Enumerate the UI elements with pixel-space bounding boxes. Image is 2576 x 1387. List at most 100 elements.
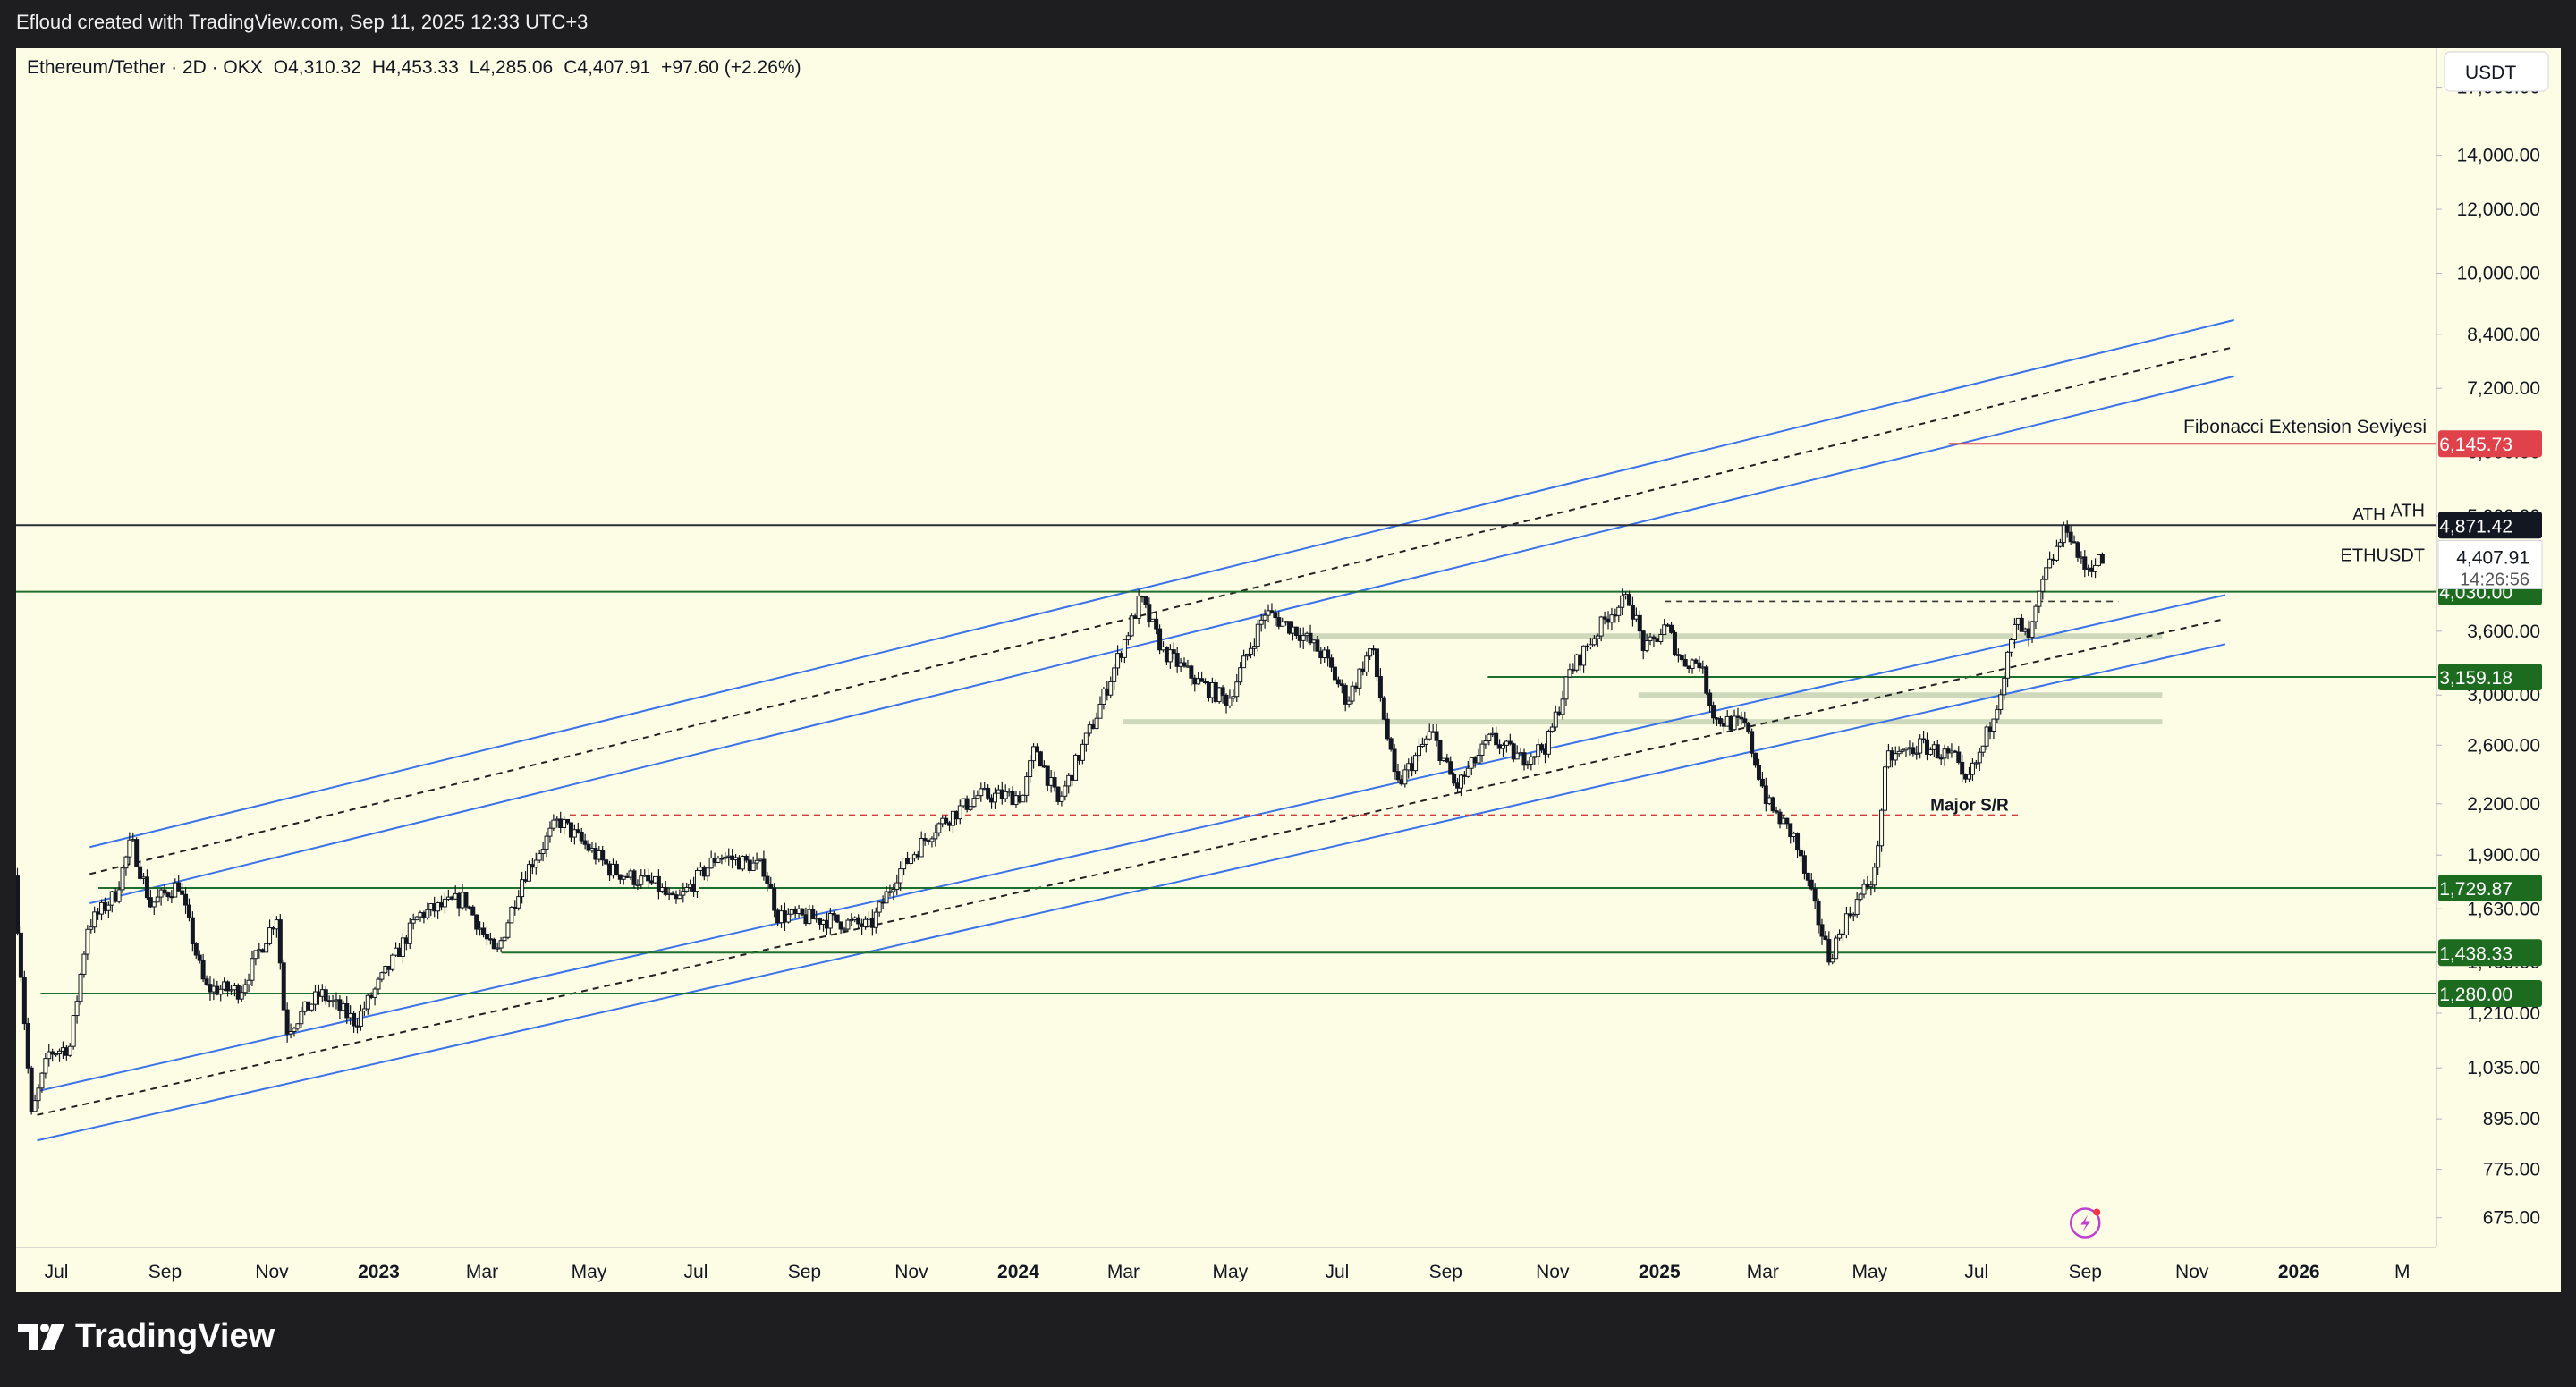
candle-body-152: [547, 827, 553, 837]
candle-body-307: [1090, 724, 1096, 730]
candle-body-177: [635, 884, 640, 886]
x-tick-16: Mar: [1747, 1262, 1779, 1282]
candle-body-405: [1434, 731, 1439, 741]
candle-body-341: [1209, 681, 1215, 698]
candle-body-528: [1865, 884, 1870, 888]
candle-body-592: [2089, 567, 2095, 572]
candle-body-435: [1539, 744, 1545, 750]
candle-body-319: [1132, 615, 1138, 619]
legend-symbol[interactable]: Ethereum/Tether · 2D · OKX: [27, 57, 263, 78]
candle-body-322: [1143, 596, 1148, 605]
candle-body-546: [1928, 748, 1933, 755]
candle-body-569: [2009, 639, 2014, 653]
candle-body-84: [309, 1003, 315, 1011]
candle-body-153: [551, 819, 556, 829]
candle-body-182: [652, 875, 657, 884]
candle-body-581: [2051, 558, 2056, 561]
y-tick-11: 3,600.00: [2467, 622, 2540, 642]
candle-body-222: [792, 909, 798, 914]
candle-body-300: [1066, 774, 1072, 787]
candle-body-503: [1777, 811, 1783, 825]
candle-body-86: [316, 991, 321, 997]
candle-body-188: [674, 894, 679, 900]
candle-body-317: [1125, 635, 1131, 640]
candle-body-432: [1529, 756, 1534, 765]
candle-body-595: [2099, 554, 2105, 564]
candle-body-310: [1101, 688, 1106, 705]
candle-body-32: [127, 839, 132, 858]
candle-body-45: [173, 882, 178, 898]
candle-body-579: [2044, 567, 2049, 580]
candle-body-291: [1034, 746, 1039, 753]
candle-body-572: [2019, 617, 2024, 632]
candle-body-270: [961, 798, 966, 807]
level-tag-5: [2438, 979, 2542, 1007]
candle-body-129: [467, 906, 472, 909]
candle-body-482: [1704, 666, 1709, 694]
candle-body-80: [295, 1023, 301, 1029]
candle-body-10: [50, 1051, 55, 1055]
candle-body-231: [824, 919, 829, 929]
candle-body-42: [162, 889, 167, 894]
y-tick-10: 3,000.00: [2467, 685, 2540, 706]
candle-body-483: [1707, 692, 1713, 706]
candle-body-141: [509, 906, 514, 924]
candle-body-426: [1507, 740, 1513, 745]
candle-body-382: [1353, 685, 1359, 689]
candle-body-223: [796, 908, 801, 914]
candle-body-408: [1445, 757, 1450, 763]
candle-body-25: [102, 901, 107, 911]
legend-open: O4,310.32: [273, 57, 361, 78]
candle-body-11: [54, 1053, 59, 1056]
candle-body-20: [85, 928, 90, 955]
candle-body-299: [1063, 785, 1068, 797]
candle-body-14: [64, 1047, 69, 1056]
level-tag-label-3: 1,729.87: [2439, 879, 2512, 900]
chart-canvas[interactable]: Major S/R ATH Fibonacci Extension Seviyesi…: [16, 48, 2561, 1292]
candle-body-133: [481, 927, 487, 935]
candle-body-393: [1392, 748, 1397, 773]
candle-body-323: [1147, 604, 1152, 622]
candle-body-348: [1234, 681, 1240, 698]
candle-body-554: [1956, 751, 1962, 763]
candle-body-420: [1487, 733, 1492, 741]
candle-body-436: [1543, 748, 1548, 755]
chart-frame[interactable]: Major S/R ATH Fibonacci Extension Seviyesi…: [16, 48, 2561, 1292]
candle-body-276: [982, 787, 987, 791]
candle-body-67: [250, 958, 255, 981]
candle-body-54: [204, 978, 209, 985]
candle-body-293: [1041, 765, 1046, 768]
candle-body-170: [610, 863, 615, 876]
candle-body-148: [533, 859, 538, 868]
candle-body-423: [1497, 744, 1503, 749]
candle-body-228: [814, 918, 819, 920]
currency-box: [2444, 51, 2549, 92]
channel-lower-mid: [37, 617, 2226, 1116]
candle-body-284: [1010, 791, 1015, 806]
candle-body-493: [1742, 718, 1748, 724]
candle-body-50: [190, 917, 195, 945]
candle-body-383: [1357, 668, 1362, 689]
candle-body-277: [986, 787, 991, 799]
x-tick-19: Sep: [2069, 1262, 2102, 1282]
candle-body-144: [520, 879, 525, 898]
candle-body-214: [765, 875, 770, 884]
candle-body-213: [761, 858, 767, 877]
candle-body-519: [1834, 937, 1839, 960]
candle-body-164: [589, 848, 595, 851]
candle-body-375: [1329, 657, 1335, 668]
candle-body-585: [2064, 524, 2070, 533]
candle-body-395: [1399, 779, 1404, 785]
tradingview-logo[interactable]: TradingView: [18, 1317, 275, 1356]
legend-high: H4,453.33: [371, 57, 459, 78]
candle-body-9: [47, 1051, 52, 1060]
candle-body-525: [1854, 899, 1860, 915]
candle-body-158: [568, 822, 573, 838]
candle-body-491: [1735, 715, 1741, 718]
candle-body-215: [768, 883, 774, 889]
candle-body-582: [2054, 545, 2059, 561]
candle-body-94: [344, 1002, 350, 1019]
candle-body-93: [341, 1002, 346, 1011]
candle-body-558: [1970, 762, 1975, 775]
candle-body-136: [491, 938, 496, 950]
